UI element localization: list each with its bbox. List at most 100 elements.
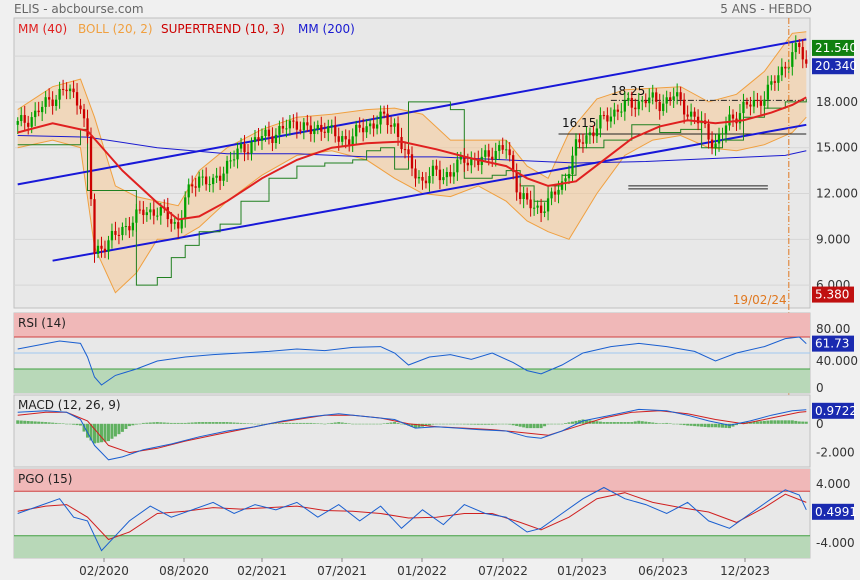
macd-histogram-bar bbox=[619, 422, 623, 424]
candle bbox=[421, 171, 424, 190]
rsi-pane: RSI (14) 80.00 40.000 0 bbox=[13, 312, 858, 395]
candle bbox=[117, 227, 121, 245]
macd-histogram-bar bbox=[169, 422, 173, 424]
macd-histogram-bar bbox=[51, 422, 55, 424]
macd-histogram-bar bbox=[584, 419, 588, 424]
macd-histogram-bar bbox=[686, 423, 690, 426]
macd-histogram-bar bbox=[536, 423, 540, 429]
macd-histogram-bar bbox=[417, 423, 421, 428]
candle bbox=[274, 128, 278, 149]
candle bbox=[414, 159, 417, 187]
level-annotation: 18.25 bbox=[611, 84, 645, 98]
candle bbox=[417, 170, 421, 184]
macd-histogram-bar bbox=[644, 421, 648, 424]
candle bbox=[389, 116, 393, 134]
x-tick-label: 06/2023 bbox=[638, 564, 688, 578]
macd-histogram-bar bbox=[19, 420, 23, 424]
x-tick-label: 07/2021 bbox=[317, 564, 367, 578]
macd-histogram-bar bbox=[253, 423, 257, 425]
macd-histogram-bar bbox=[651, 422, 655, 424]
pgo-high-zone bbox=[14, 469, 810, 492]
macd-histogram-bar bbox=[696, 423, 700, 427]
macd-histogram-bar bbox=[23, 420, 27, 424]
rsi-line bbox=[17, 336, 807, 386]
macd-histogram-bar bbox=[281, 422, 285, 424]
macd-histogram-bar bbox=[452, 423, 456, 425]
macd-histogram-bar bbox=[243, 423, 247, 424]
macd-histogram-bar bbox=[602, 422, 606, 424]
candle bbox=[93, 193, 96, 263]
macd-histogram-bar bbox=[424, 423, 428, 426]
macd-histogram-bar bbox=[204, 422, 208, 424]
macd-histogram-bar bbox=[400, 423, 404, 425]
x-tick-label: 02/2020 bbox=[79, 564, 129, 578]
macd-histogram-bar bbox=[215, 422, 219, 424]
candle bbox=[285, 119, 288, 138]
x-tick-label: 07/2022 bbox=[478, 564, 528, 578]
macd-histogram-bar bbox=[305, 422, 309, 424]
macd-histogram-bar bbox=[291, 422, 295, 424]
candle bbox=[501, 137, 504, 154]
macd-histogram-bar bbox=[455, 423, 459, 425]
macd-histogram-bar bbox=[508, 423, 512, 425]
candle bbox=[578, 133, 581, 149]
macd-histogram-bar bbox=[693, 423, 697, 427]
macd-histogram-bar bbox=[218, 422, 222, 424]
candle bbox=[44, 91, 47, 114]
macd-histogram-bar bbox=[368, 423, 372, 425]
candle bbox=[54, 94, 58, 111]
candle bbox=[539, 198, 543, 223]
candle bbox=[236, 142, 239, 169]
candle bbox=[403, 141, 407, 159]
mm200-line bbox=[17, 135, 807, 164]
candle bbox=[225, 155, 229, 182]
macd-histogram-bar bbox=[389, 422, 393, 424]
candle bbox=[37, 101, 40, 117]
macd-histogram-bar bbox=[714, 423, 718, 428]
candles bbox=[16, 35, 808, 263]
candle bbox=[222, 166, 225, 187]
candle bbox=[16, 117, 19, 134]
candle bbox=[379, 105, 382, 134]
macd-histogram-bar bbox=[783, 420, 787, 424]
legend-item: BOLL (20, 2) bbox=[78, 22, 153, 36]
macd-histogram-bar bbox=[591, 420, 595, 424]
candle bbox=[581, 133, 585, 153]
macd-histogram-bar bbox=[605, 422, 609, 424]
candle bbox=[327, 119, 330, 142]
candle bbox=[686, 105, 689, 122]
pgo-value-badge: 0.4991 bbox=[812, 503, 857, 520]
macd-histogram-bar bbox=[340, 422, 344, 424]
macd-histogram-bar bbox=[127, 423, 131, 427]
candle bbox=[602, 111, 606, 120]
candle bbox=[532, 199, 536, 216]
macd-histogram-bar bbox=[33, 421, 37, 424]
macd-histogram-bar bbox=[707, 423, 711, 428]
candle bbox=[738, 104, 742, 130]
candle bbox=[567, 165, 571, 185]
candle bbox=[683, 93, 686, 124]
macd-histogram-bar bbox=[187, 422, 191, 424]
macd-histogram-bar bbox=[106, 423, 110, 442]
macd-histogram-bar bbox=[668, 423, 672, 424]
macd-histogram-bar bbox=[333, 422, 337, 424]
macd-histogram-bar bbox=[295, 422, 299, 424]
macd-histogram-bar bbox=[75, 423, 79, 426]
candle bbox=[166, 197, 169, 228]
y-tick-label: 12.000 bbox=[816, 187, 858, 201]
candle bbox=[393, 118, 396, 134]
candle bbox=[435, 159, 438, 176]
macd-histogram-bar bbox=[511, 423, 515, 426]
macd-histogram-bar bbox=[710, 423, 714, 428]
macd-histogram-bar bbox=[787, 420, 791, 424]
candle bbox=[574, 133, 578, 164]
candle bbox=[752, 90, 756, 114]
candle bbox=[208, 176, 211, 193]
x-tick-label: 12/2023 bbox=[720, 564, 770, 578]
macd-histogram-bar bbox=[752, 421, 756, 424]
macd-histogram-bar bbox=[682, 423, 686, 426]
macd-histogram-bar bbox=[529, 423, 533, 429]
y-tick-label: 9.000 bbox=[816, 232, 850, 246]
price-badge-low: 5.380 bbox=[812, 286, 854, 303]
candle bbox=[365, 119, 368, 139]
